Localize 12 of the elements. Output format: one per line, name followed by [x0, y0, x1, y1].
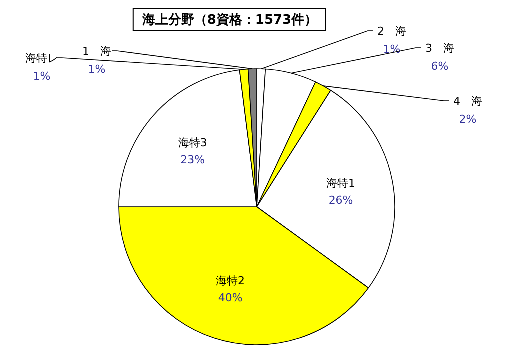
data-label: 1% — [88, 63, 106, 76]
data-label: 2% — [459, 113, 477, 126]
data-label: 1% — [383, 43, 401, 56]
slice-label: 1 海 — [82, 45, 112, 58]
slice-label: 2 海 — [378, 25, 406, 38]
chart-title: 海上分野（8資格：1573件） — [141, 13, 318, 28]
data-label: 1% — [33, 70, 51, 83]
title: 海上分野（8資格：1573件） — [132, 8, 326, 32]
slice-label: 4 海 — [454, 95, 482, 108]
data-label: 6% — [431, 60, 449, 73]
slice-label: 海特レ — [26, 52, 58, 65]
slice-label: 3 海 — [426, 42, 454, 55]
